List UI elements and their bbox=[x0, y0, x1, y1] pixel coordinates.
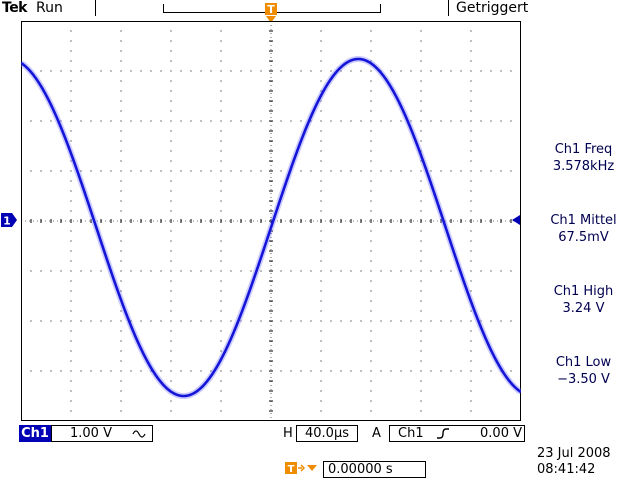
measurement-label: Ch1 High bbox=[553, 284, 614, 299]
trigger-readout[interactable]: Ch1 0.00 V bbox=[389, 425, 525, 442]
measurement-low: Ch1 Low −3.50 V bbox=[527, 354, 640, 388]
measurement-value: 3.578kHz bbox=[552, 159, 615, 174]
measurement-label: Ch1 Freq bbox=[554, 142, 613, 157]
ch1-trace-line bbox=[21, 57, 521, 398]
rising-edge-icon bbox=[437, 428, 449, 439]
measurement-label: Ch1 Mittel bbox=[550, 213, 617, 228]
trigger-position-readout[interactable]: 0.00000 s bbox=[323, 461, 426, 478]
ch1-ground-marker-icon[interactable]: 1 bbox=[1, 212, 17, 228]
trigger-position-label: T bbox=[267, 3, 275, 16]
graticule-grid bbox=[21, 21, 521, 421]
brand-logo: Tek bbox=[2, 0, 28, 16]
horizontal-scale-readout[interactable]: 40.0µs bbox=[296, 425, 358, 442]
measurement-mean: Ch1 Mittel 67.5mV bbox=[527, 212, 640, 246]
trigger-status: Getriggert bbox=[456, 0, 529, 16]
ac-coupling-icon bbox=[132, 430, 146, 438]
run-state: Run bbox=[36, 0, 63, 16]
ch1-channel-tag[interactable]: Ch1 bbox=[19, 425, 51, 442]
horizontal-label: H bbox=[283, 426, 293, 441]
measurement-value: −3.50 V bbox=[557, 372, 610, 387]
measurement-label: Ch1 Low bbox=[555, 355, 612, 370]
ch1-marker-label: 1 bbox=[3, 215, 11, 228]
trigger-mode-label: A bbox=[372, 426, 381, 441]
trigger-level-marker-icon[interactable] bbox=[511, 215, 521, 225]
date-display: 23 Jul 2008 bbox=[537, 446, 611, 461]
measurement-high: Ch1 High 3.24 V bbox=[527, 283, 640, 317]
ch1-scale-value: 1.00 V bbox=[70, 426, 112, 441]
trigger-position-icon: T bbox=[265, 3, 277, 23]
divider bbox=[95, 0, 96, 16]
trigger-position-value: 0.00000 s bbox=[328, 462, 393, 477]
measurement-frequency: Ch1 Freq 3.578kHz bbox=[527, 141, 640, 175]
trigger-offset-label: T bbox=[288, 464, 295, 475]
measurement-value: 3.24 V bbox=[562, 301, 605, 316]
measurement-value: 67.5mV bbox=[558, 230, 609, 245]
trigger-position-offset-icon: T bbox=[285, 462, 317, 475]
trigger-level-value: 0.00 V bbox=[480, 426, 522, 441]
time-display: 08:41:42 bbox=[537, 462, 596, 477]
trigger-source: Ch1 bbox=[398, 426, 424, 441]
divider bbox=[448, 0, 449, 16]
waveform-display bbox=[21, 21, 521, 421]
ch1-trace bbox=[21, 55, 521, 400]
ch1-scale-readout[interactable]: 1.00 V bbox=[51, 425, 153, 442]
